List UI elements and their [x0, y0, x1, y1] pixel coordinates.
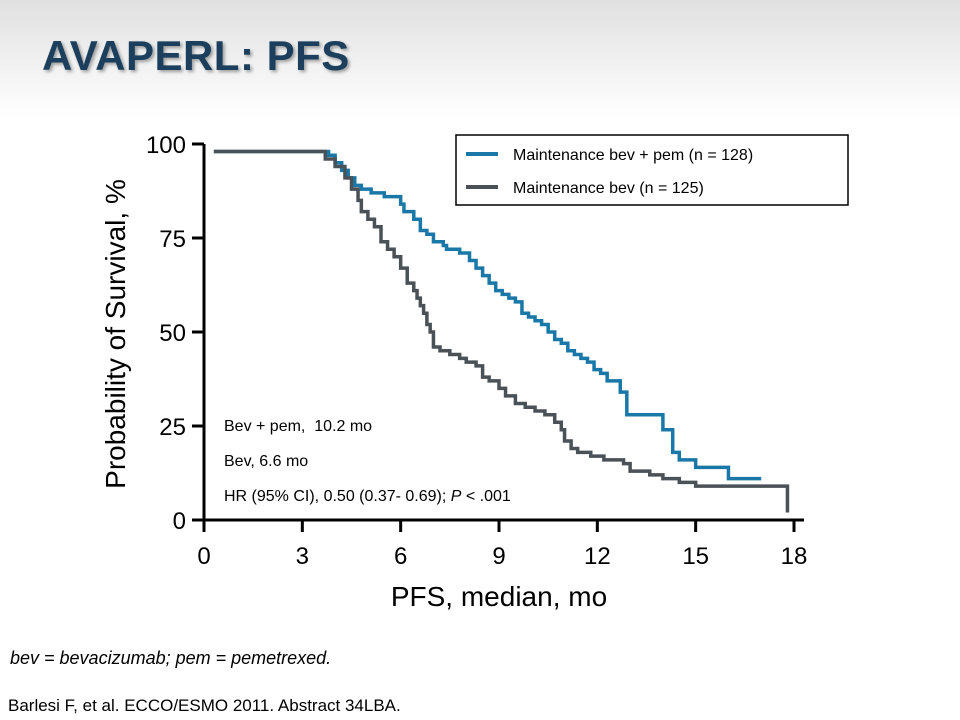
footnote: bev = bevacizumab; pem = pemetrexed. — [10, 648, 332, 668]
x-tick-label: 6 — [394, 543, 407, 570]
slide-title: AVAPERL: PFS — [42, 32, 350, 79]
series-line-bev-pem — [213, 149, 762, 481]
legend-box — [455, 134, 849, 206]
legend-label-bev-pem: Maintenance bev + pem (n = 128) — [513, 147, 753, 164]
annotation-p-symbol: P — [451, 488, 462, 505]
x-axis-title: PFS, median, mo — [391, 581, 607, 612]
slide-header: AVAPERL: PFS — [0, 0, 960, 118]
chart-axes: 0 25 50 75 100 0 3 6 9 12 15 18 PFS, median, mo Proba… — [100, 132, 807, 612]
x-tick-label: 12 — [584, 543, 611, 570]
annotation-hr-text: HR (95% CI), 0.50 (0.37- 0.69); — [224, 488, 451, 505]
y-tick-label: 50 — [159, 320, 186, 347]
x-tick-label: 0 — [197, 543, 210, 570]
y-tick-label: 75 — [159, 226, 186, 253]
km-chart: 0 25 50 75 100 0 3 6 9 12 15 18 PFS, median, mo Proba… — [100, 132, 849, 612]
y-tick-label: 25 — [159, 414, 186, 441]
citation: Barlesi F, et al. ECCO/ESMO 2011. Abstra… — [8, 696, 401, 715]
x-tick-label: 18 — [781, 543, 808, 570]
chart-legend: Maintenance bev + pem (n = 128) Maintena… — [455, 134, 849, 206]
legend-label-bev: Maintenance bev (n = 125) — [513, 180, 704, 197]
y-axis-title: Probability of Survival, % — [100, 179, 131, 489]
y-tick-label: 100 — [146, 132, 186, 159]
y-tick-label: 0 — [173, 508, 186, 535]
annotation-bev-pem-median: Bev + pem, 10.2 mo — [224, 418, 372, 435]
chart-annotations: Bev + pem, 10.2 mo Bev, 6.6 mo HR (95% C… — [224, 418, 511, 505]
series-line-bev — [213, 149, 790, 513]
annotation-p-value: < .001 — [461, 488, 510, 505]
x-tick-label: 9 — [492, 543, 505, 570]
chart-series — [213, 149, 790, 513]
annotation-bev-median: Bev, 6.6 mo — [224, 453, 308, 470]
x-tick-label: 15 — [682, 543, 709, 570]
x-tick-label: 3 — [296, 543, 309, 570]
annotation-hazard-ratio: HR (95% CI), 0.50 (0.37- 0.69); P < .001 — [224, 488, 511, 505]
